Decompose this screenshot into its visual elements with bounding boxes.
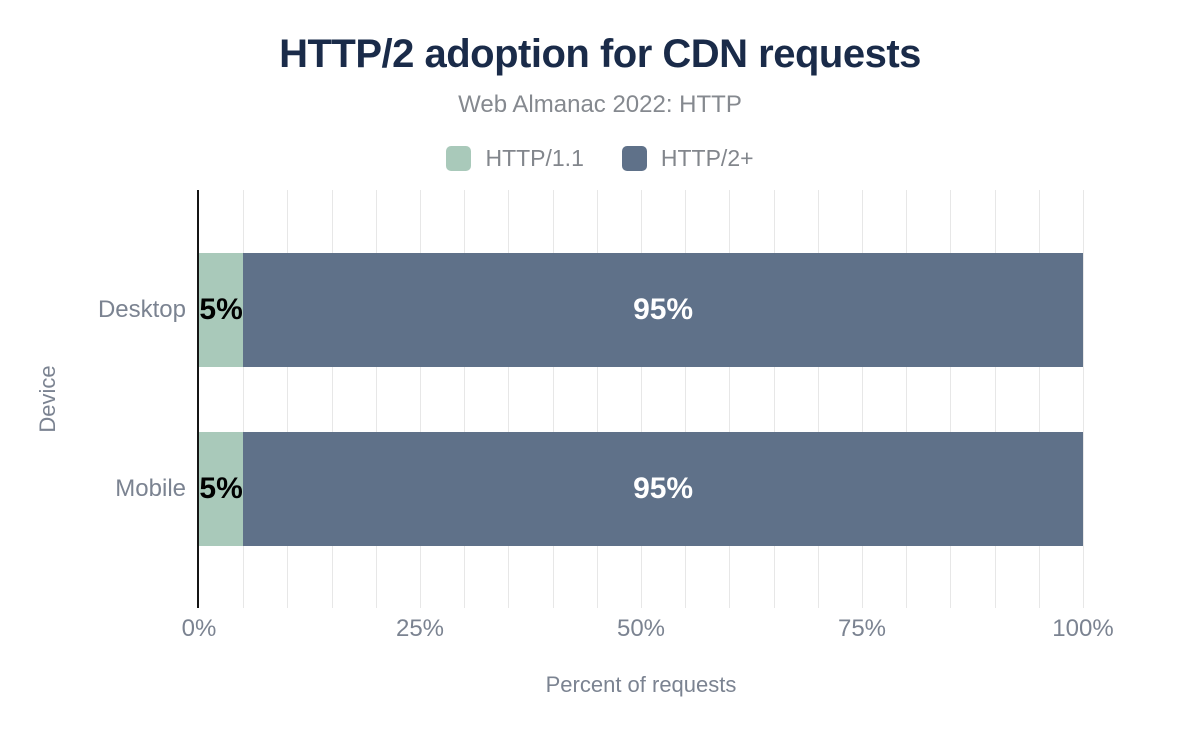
gridline <box>596 190 598 608</box>
y-category-label-desktop: Desktop <box>97 296 186 323</box>
y-axis-line <box>197 190 199 608</box>
legend-label-http2plus: HTTP/2+ <box>660 145 754 171</box>
gridline <box>817 190 819 608</box>
gridline <box>331 190 333 608</box>
legend-item-http2plus[interactable]: HTTP/2+ <box>621 145 754 172</box>
gridline <box>552 190 554 608</box>
x-axis-title: Percent of requests <box>545 672 737 697</box>
bar-value-label: 95% <box>633 293 694 326</box>
gridline <box>950 190 952 608</box>
gridline <box>420 190 421 608</box>
gridline <box>994 190 996 608</box>
legend-swatch-http1-1 <box>446 146 472 171</box>
gridline <box>464 190 466 608</box>
bar-row-desktop: 5% 95% <box>199 253 1083 367</box>
bar-value-label: 5% <box>199 293 243 326</box>
plot-area: Percent of requests 0% 25% 50% 75% 100% 5% 95%… <box>98 190 1114 697</box>
bar-segment-http-1-1-mobile[interactable]: 5% <box>199 432 244 546</box>
gridline <box>1038 190 1040 608</box>
x-tick-label-25: 25% <box>395 615 445 642</box>
x-tick-label-0: 0% <box>181 615 217 642</box>
gridline <box>773 190 775 608</box>
x-tick-label-50: 50% <box>616 615 666 642</box>
chart-subtitle: Web Almanac 2022: HTTP <box>458 91 742 118</box>
y-axis-title: Device <box>35 365 60 433</box>
bar-segment-http-2-desktop[interactable]: 95% <box>243 253 1083 367</box>
y-category-label-mobile: Mobile <box>115 475 186 502</box>
legend-label-http1-1: HTTP/1.1 <box>485 145 584 171</box>
bar-value-label: 95% <box>633 472 694 505</box>
bar-row-mobile: 5% 95% <box>199 432 1083 546</box>
gridline <box>729 190 731 608</box>
gridline <box>375 190 377 608</box>
bar-value-label: 5% <box>199 472 243 505</box>
gridline <box>243 190 245 608</box>
gridline <box>862 190 863 608</box>
gridline <box>685 190 687 608</box>
gridline <box>641 190 642 608</box>
bar-segment-http-1-1-desktop[interactable]: 5% <box>199 253 244 367</box>
gridline <box>906 190 908 608</box>
bar-segment-http-2-mobile[interactable]: 95% <box>243 432 1083 546</box>
legend: HTTP/1.1 HTTP/2+ <box>0 145 1200 172</box>
chart-title: HTTP/2 adoption for CDN requests <box>279 32 921 76</box>
gridline <box>1083 190 1084 608</box>
gridline <box>508 190 510 608</box>
x-tick-label-100: 100% <box>1052 615 1114 642</box>
legend-swatch-http2plus <box>621 146 647 171</box>
legend-item-http1-1[interactable]: HTTP/1.1 <box>446 145 584 172</box>
x-tick-label-75: 75% <box>837 615 887 642</box>
gridline <box>287 190 289 608</box>
